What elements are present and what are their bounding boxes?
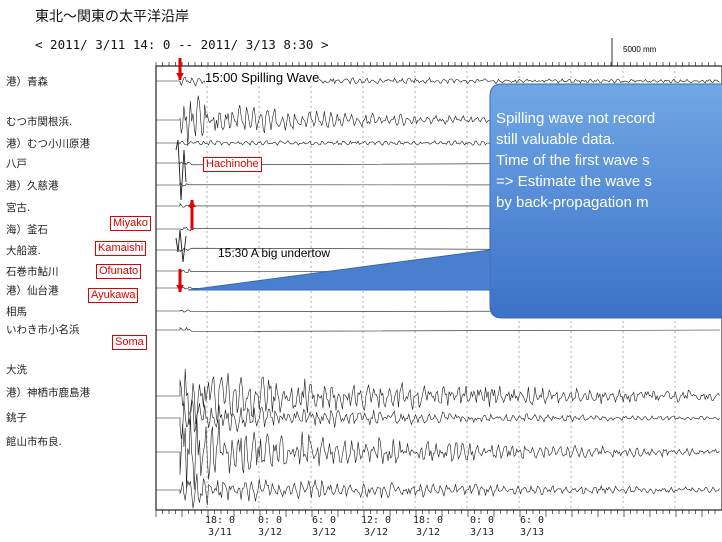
station-trace-10 xyxy=(156,309,721,313)
station-trace-6 xyxy=(156,226,721,232)
station-label: 宮古. xyxy=(6,202,31,214)
spike-kamaishi xyxy=(175,229,187,263)
spike-hachinohe xyxy=(175,139,187,201)
callout-text: Spilling wave not record still valuable … xyxy=(496,108,722,213)
x-tick-label-date: 3/13 xyxy=(470,527,494,538)
x-tick-label-time: 0: 0 xyxy=(258,515,282,526)
x-tick-label-time: 6: 0 xyxy=(520,515,544,526)
callout-line-2: still valuable data. xyxy=(496,131,616,148)
station-trace-15 xyxy=(156,473,720,509)
trace-layer xyxy=(156,75,721,509)
station-label: 銚子 xyxy=(6,412,27,424)
annotation-undertow: 15:30 A big undertow xyxy=(218,246,331,260)
tag-ayukawa: Ayukawa xyxy=(88,288,139,303)
station-label: 港）神栖市鹿島港 xyxy=(6,387,90,399)
callout-bubble xyxy=(489,83,722,319)
station-label: いわき市小名浜 xyxy=(6,324,80,336)
station-trace-13 xyxy=(156,399,720,439)
station-trace-14 xyxy=(156,416,720,490)
arrow-ayukawa-head xyxy=(176,284,184,292)
station-label: 石巻市鮎川 xyxy=(6,266,59,278)
x-tick-label-time: 18: 0 xyxy=(205,515,235,526)
station-label: 港）仙台港 xyxy=(6,285,59,297)
x-tick-label-date: 3/12 xyxy=(312,527,336,538)
x-tick-label-time: 6: 0 xyxy=(312,515,336,526)
arrow-undertow-head xyxy=(188,200,196,208)
station-label: むつ市関根浜. xyxy=(6,116,73,128)
station-trace-12 xyxy=(156,368,720,425)
station-label: 港）むつ小川原港 xyxy=(6,138,90,150)
station-trace-11 xyxy=(156,326,721,332)
tag-hachinohe: Hachinohe xyxy=(203,157,262,172)
x-tick-label-date: 3/12 xyxy=(364,527,388,538)
x-tick-label-date: 3/13 xyxy=(520,527,544,538)
chart-subtitle: < 2011/ 3/11 14: 0 -- 2011/ 3/13 8:30 > xyxy=(35,37,329,52)
tag-miyako: Miyako xyxy=(110,216,151,231)
x-tick-label-date: 3/11 xyxy=(208,527,232,538)
station-label: 館山市布良. xyxy=(6,436,62,448)
x-tick-label-date: 3/12 xyxy=(416,527,440,538)
station-label: 大洗 xyxy=(6,364,27,376)
arrow-layer xyxy=(176,58,196,292)
station-label: 相馬 xyxy=(6,306,27,318)
callout-line-1: Spilling wave not record xyxy=(496,110,656,127)
station-trace-7 xyxy=(156,247,721,253)
station-label: 港）青森 xyxy=(6,76,48,88)
callout-line-5: by back-propagation m xyxy=(496,194,649,211)
station-trace-5 xyxy=(156,202,721,209)
station-label: 海）釜石 xyxy=(6,224,48,236)
station-label: 八戸 xyxy=(6,158,27,170)
station-label: 港）久慈港 xyxy=(6,180,59,192)
x-tick-label-time: 18: 0 xyxy=(413,515,443,526)
tag-soma: Soma xyxy=(112,335,147,350)
arrow-spilling-head xyxy=(176,72,184,80)
tag-ofunato: Ofunato xyxy=(96,264,142,279)
tag-kamaishi: Kamaishi xyxy=(95,241,147,256)
annotation-spilling-wave: 15:00 Spilling Wave xyxy=(205,70,320,85)
callout-line-4: => Estimate the wave s xyxy=(496,173,652,190)
x-tick-label-date: 3/12 xyxy=(258,527,282,538)
x-tick-label-time: 0: 0 xyxy=(470,515,494,526)
x-tick-label-time: 12: 0 xyxy=(361,515,391,526)
chart-title: 東北〜関東の太平洋沿岸 xyxy=(35,9,189,25)
station-label: 大船渡. xyxy=(6,245,41,257)
scale-label: 5000 mm xyxy=(623,45,657,54)
callout-line-3: Time of the first wave s xyxy=(496,152,650,169)
